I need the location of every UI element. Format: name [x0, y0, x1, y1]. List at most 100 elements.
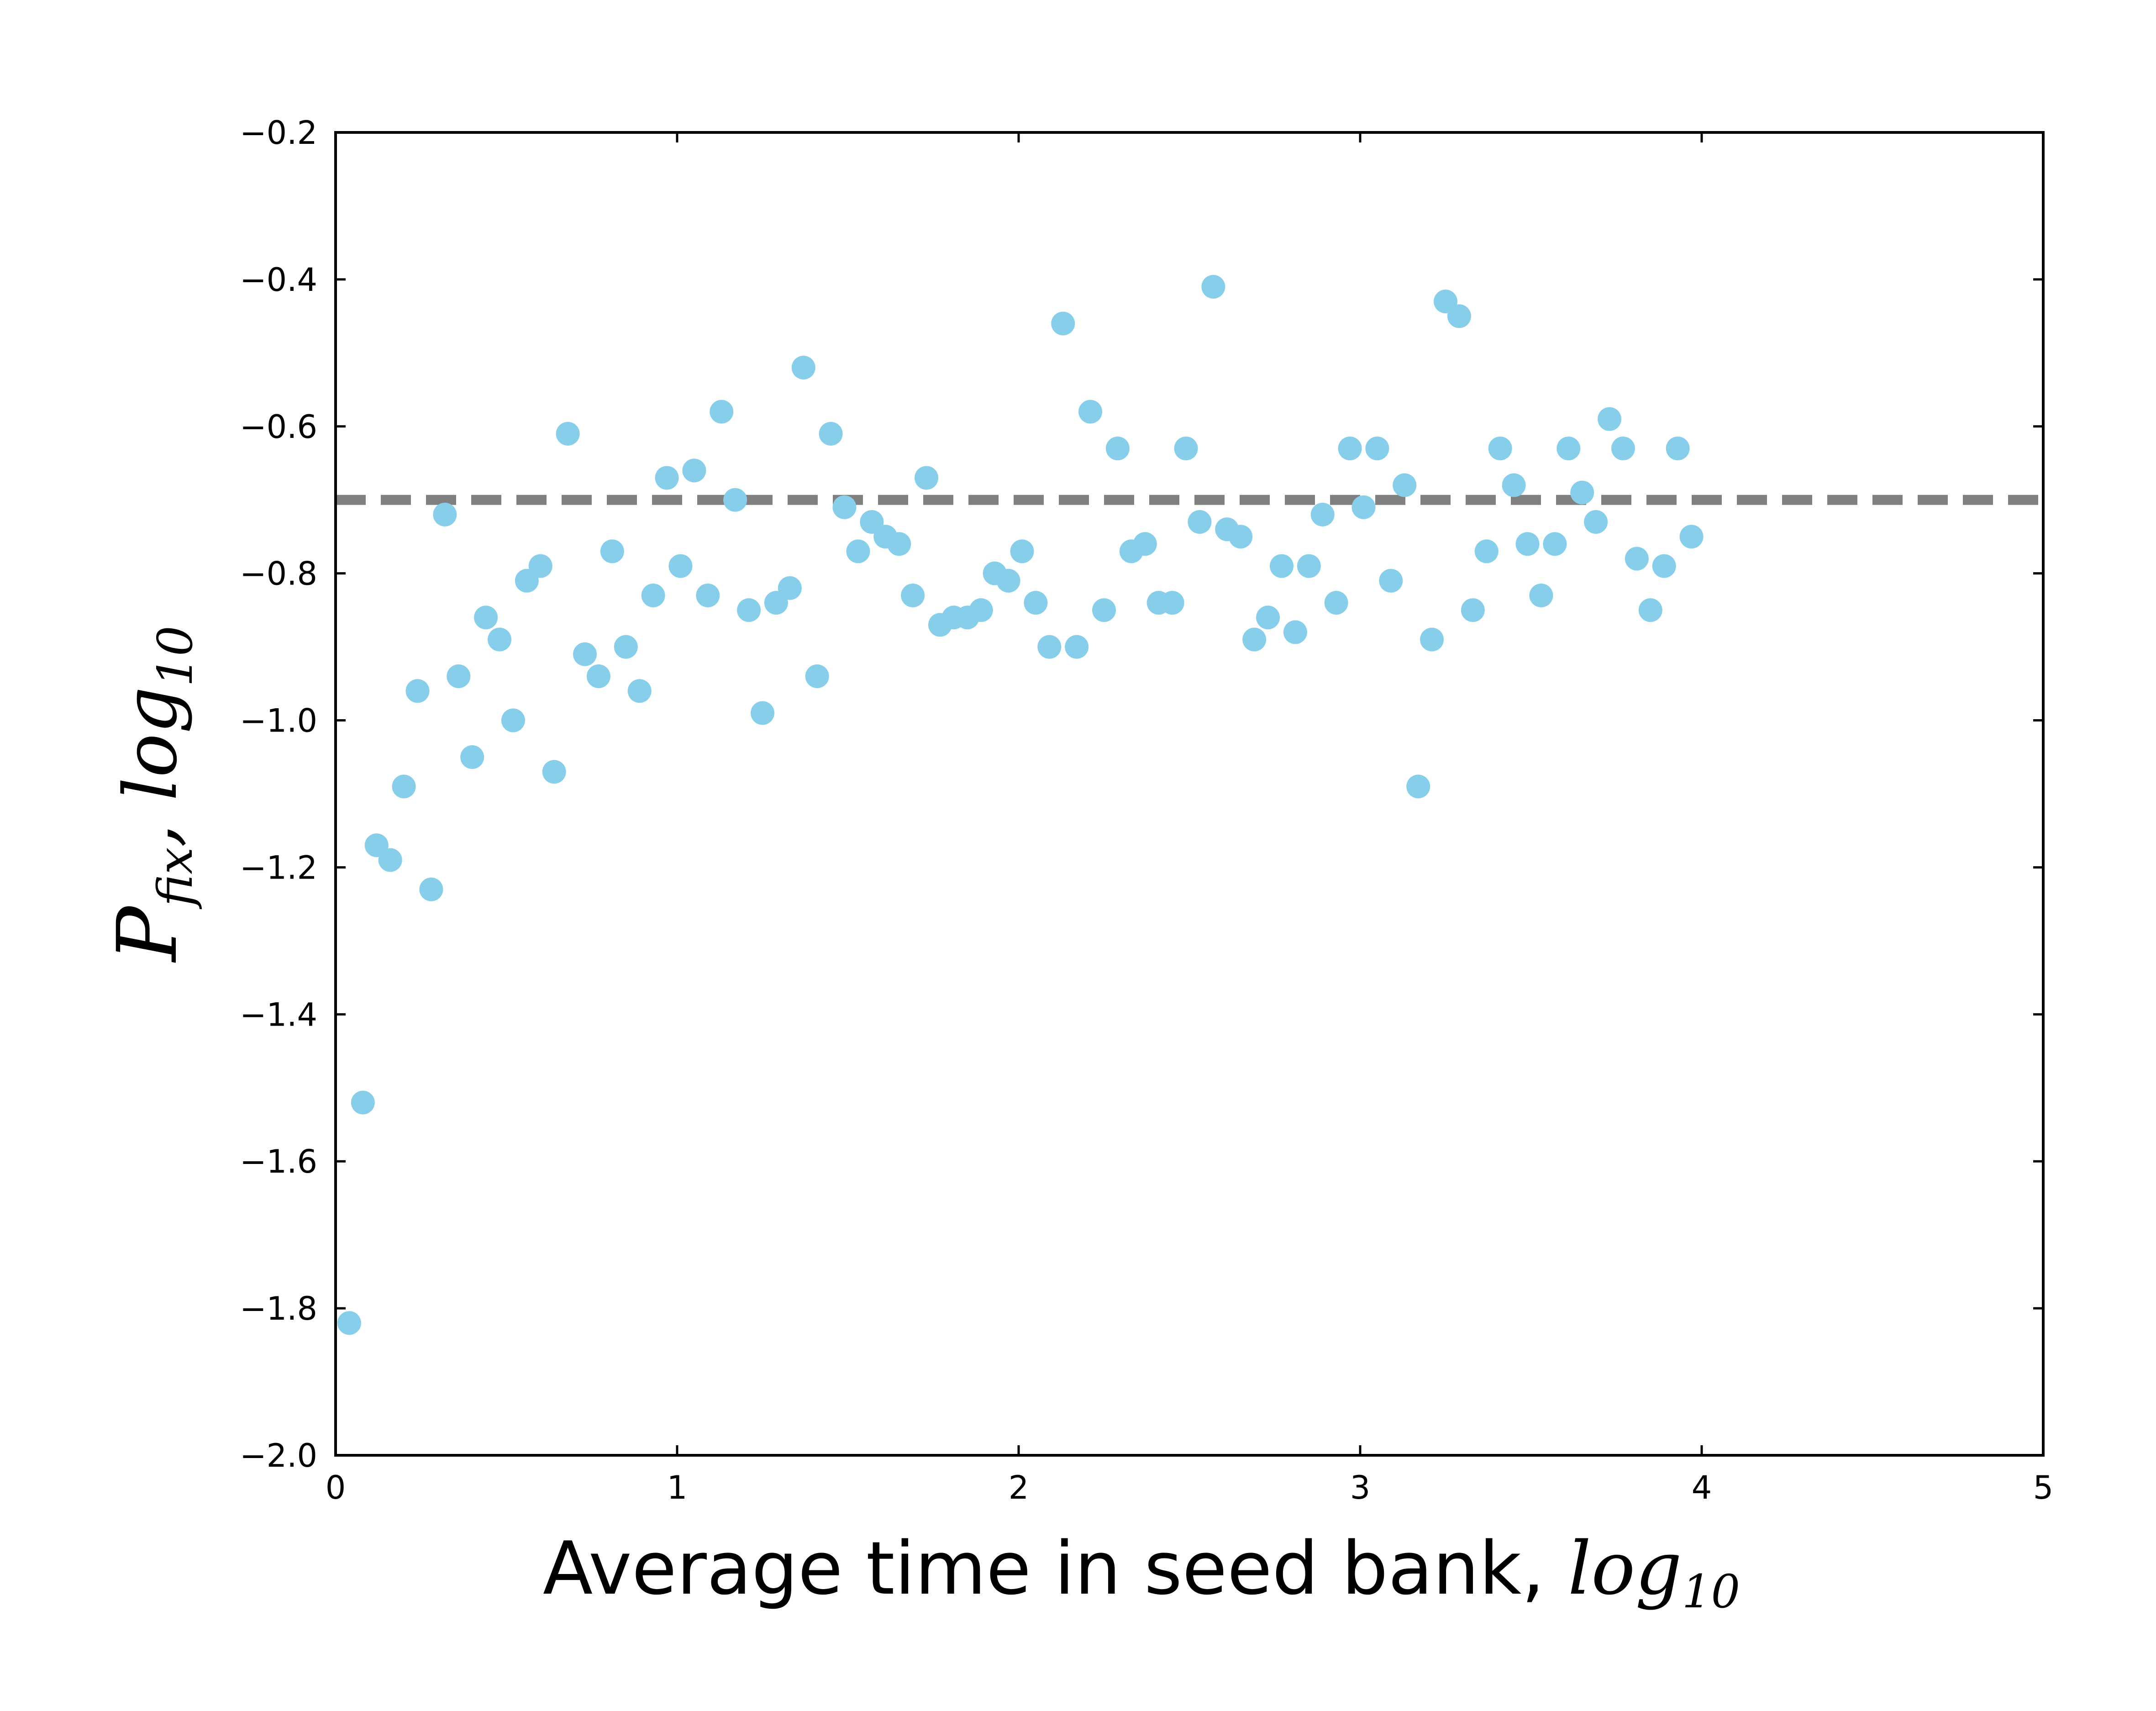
data-point — [528, 554, 552, 578]
data-point — [1024, 591, 1048, 615]
data-point — [1515, 532, 1540, 556]
data-point — [419, 877, 443, 901]
data-point — [778, 576, 802, 600]
y-axis-title-sep: , — [108, 801, 193, 848]
data-point — [337, 1311, 361, 1335]
data-point — [969, 598, 993, 622]
y-tick-label: −0.6 — [240, 408, 317, 446]
data-point — [501, 708, 525, 732]
y-tick-label: −0.8 — [240, 555, 317, 593]
data-point — [1502, 473, 1526, 497]
data-point — [655, 466, 679, 490]
data-point — [573, 642, 597, 666]
y-axis-title-main: P — [100, 905, 195, 963]
data-point — [1188, 510, 1212, 534]
data-point — [460, 745, 484, 769]
data-point — [1133, 532, 1157, 556]
data-point — [1201, 274, 1225, 299]
y-axis-title-math-sub: 10 — [147, 626, 203, 687]
y-tick-label: −2.0 — [240, 1437, 317, 1474]
data-point — [627, 679, 652, 703]
data-point — [696, 583, 720, 607]
data-point — [915, 466, 939, 490]
x-tick-label: 1 — [667, 1469, 688, 1506]
data-point — [1393, 473, 1417, 497]
data-point — [751, 701, 774, 725]
data-point — [791, 356, 815, 380]
data-point — [1570, 480, 1594, 505]
data-point — [447, 664, 471, 688]
data-point — [1461, 598, 1485, 622]
data-point — [901, 583, 925, 607]
data-point — [378, 848, 402, 872]
data-point — [488, 627, 512, 652]
data-point — [614, 635, 638, 659]
data-point — [1037, 635, 1062, 659]
data-point — [1283, 620, 1307, 644]
x-tick-label: 2 — [1009, 1469, 1029, 1506]
data-point — [1105, 437, 1130, 461]
data-point — [1065, 635, 1089, 659]
data-point — [542, 760, 566, 784]
data-point — [556, 421, 580, 446]
y-tick-label: −0.4 — [240, 261, 317, 299]
plot-area-frame — [334, 131, 2045, 1457]
x-tick-labels: 0 1 2 3 4 5 — [326, 1469, 2054, 1506]
y-axis-title-sub: fix — [147, 847, 203, 909]
data-point — [433, 502, 457, 526]
data-point — [887, 532, 911, 556]
data-point — [682, 458, 706, 483]
x-axis-title: Average time in seed bank, log10 — [543, 1526, 1740, 1618]
x-tick-label: 3 — [1350, 1469, 1371, 1506]
data-point — [805, 664, 829, 688]
data-points-layer — [337, 274, 1704, 1335]
data-point — [832, 495, 857, 519]
y-tick-label: −0.2 — [240, 114, 317, 152]
y-tick-label: −1.4 — [240, 996, 317, 1033]
data-point — [1310, 502, 1335, 526]
data-point — [1229, 525, 1253, 549]
data-point — [474, 605, 498, 630]
y-tick-label: −1.0 — [240, 702, 317, 740]
data-point — [405, 679, 430, 703]
data-point — [1679, 525, 1704, 549]
data-point — [392, 774, 416, 799]
data-point — [641, 583, 665, 607]
data-point — [1529, 583, 1553, 607]
data-point — [351, 1090, 375, 1115]
data-point — [1174, 437, 1198, 461]
data-point — [1488, 437, 1512, 461]
data-point — [1051, 311, 1075, 336]
data-point — [1010, 539, 1034, 563]
x-axis-title-math-sub: 10 — [1682, 1565, 1740, 1618]
x-tick-label: 4 — [1692, 1469, 1712, 1506]
data-point — [1078, 400, 1103, 424]
y-tick-label: −1.8 — [240, 1290, 317, 1327]
data-point — [600, 539, 624, 563]
y-tick-label: −1.2 — [240, 849, 317, 886]
data-point — [586, 664, 610, 688]
data-point — [723, 488, 747, 512]
data-point — [1420, 627, 1444, 652]
x-tick-label: 0 — [326, 1469, 346, 1506]
data-point — [846, 539, 870, 563]
data-point — [1611, 437, 1635, 461]
data-point — [1474, 539, 1499, 563]
y-tick-label: −1.6 — [240, 1143, 317, 1180]
data-point — [1092, 598, 1116, 622]
x-axis-title-text: Average time in seed bank, — [543, 1526, 1568, 1611]
data-point — [1160, 591, 1184, 615]
data-point — [819, 421, 843, 446]
data-point — [1638, 598, 1662, 622]
data-point — [1543, 532, 1567, 556]
data-point — [668, 554, 693, 578]
data-point — [1598, 407, 1622, 431]
data-point — [996, 569, 1020, 593]
x-tick-label: 5 — [2033, 1469, 2054, 1506]
data-point — [1324, 591, 1348, 615]
data-point — [737, 598, 761, 622]
data-point — [1379, 569, 1403, 593]
data-point — [1242, 627, 1267, 652]
